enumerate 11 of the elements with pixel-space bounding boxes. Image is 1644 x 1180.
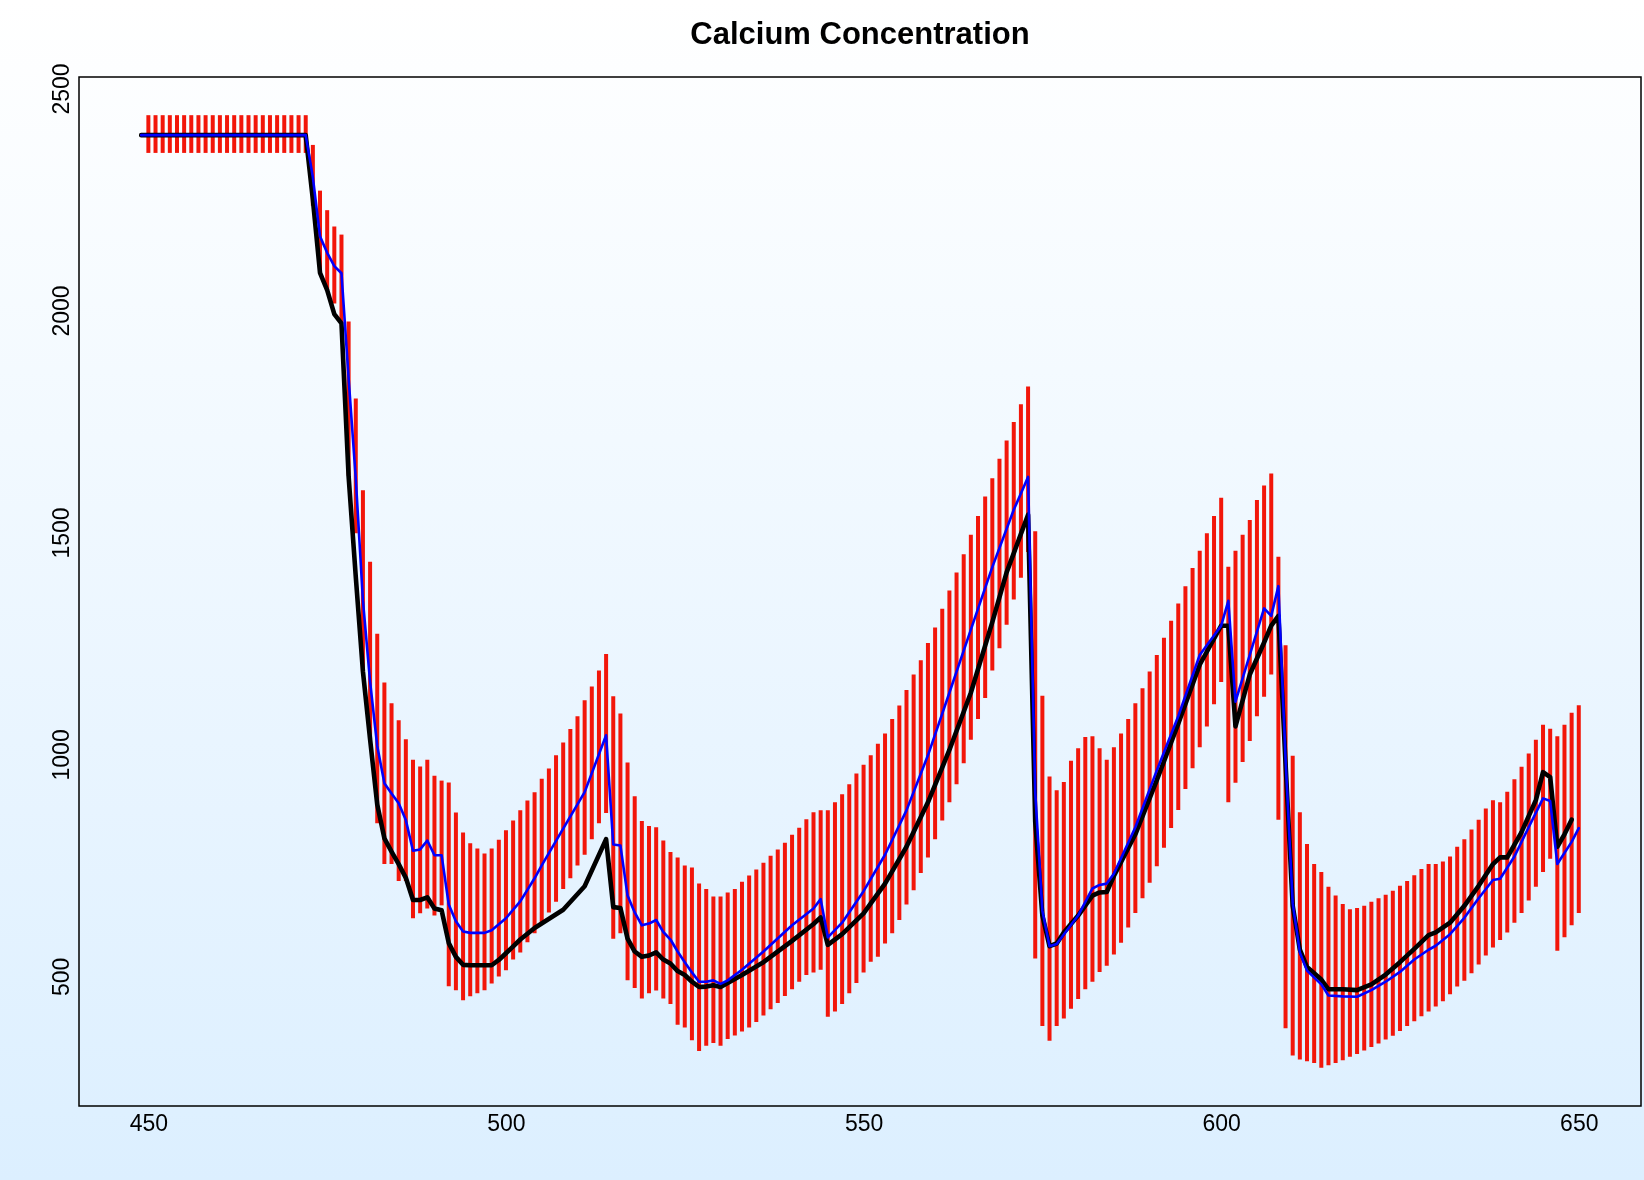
y-tick-label: 1500: [47, 507, 74, 559]
x-tick-label: 550: [844, 1109, 884, 1136]
y-tick-label: 2500: [47, 63, 74, 115]
chart-title: Calcium Concentration: [690, 15, 1030, 51]
y-tick-label: 500: [47, 957, 74, 997]
y-tick-label: 1000: [47, 729, 74, 781]
x-tick-label: 500: [487, 1109, 526, 1136]
x-tick-label: 650: [1560, 1109, 1599, 1136]
y-tick-label: 2000: [47, 285, 74, 337]
x-tick-label: 600: [1202, 1109, 1241, 1136]
x-tick-label: 450: [129, 1109, 169, 1136]
